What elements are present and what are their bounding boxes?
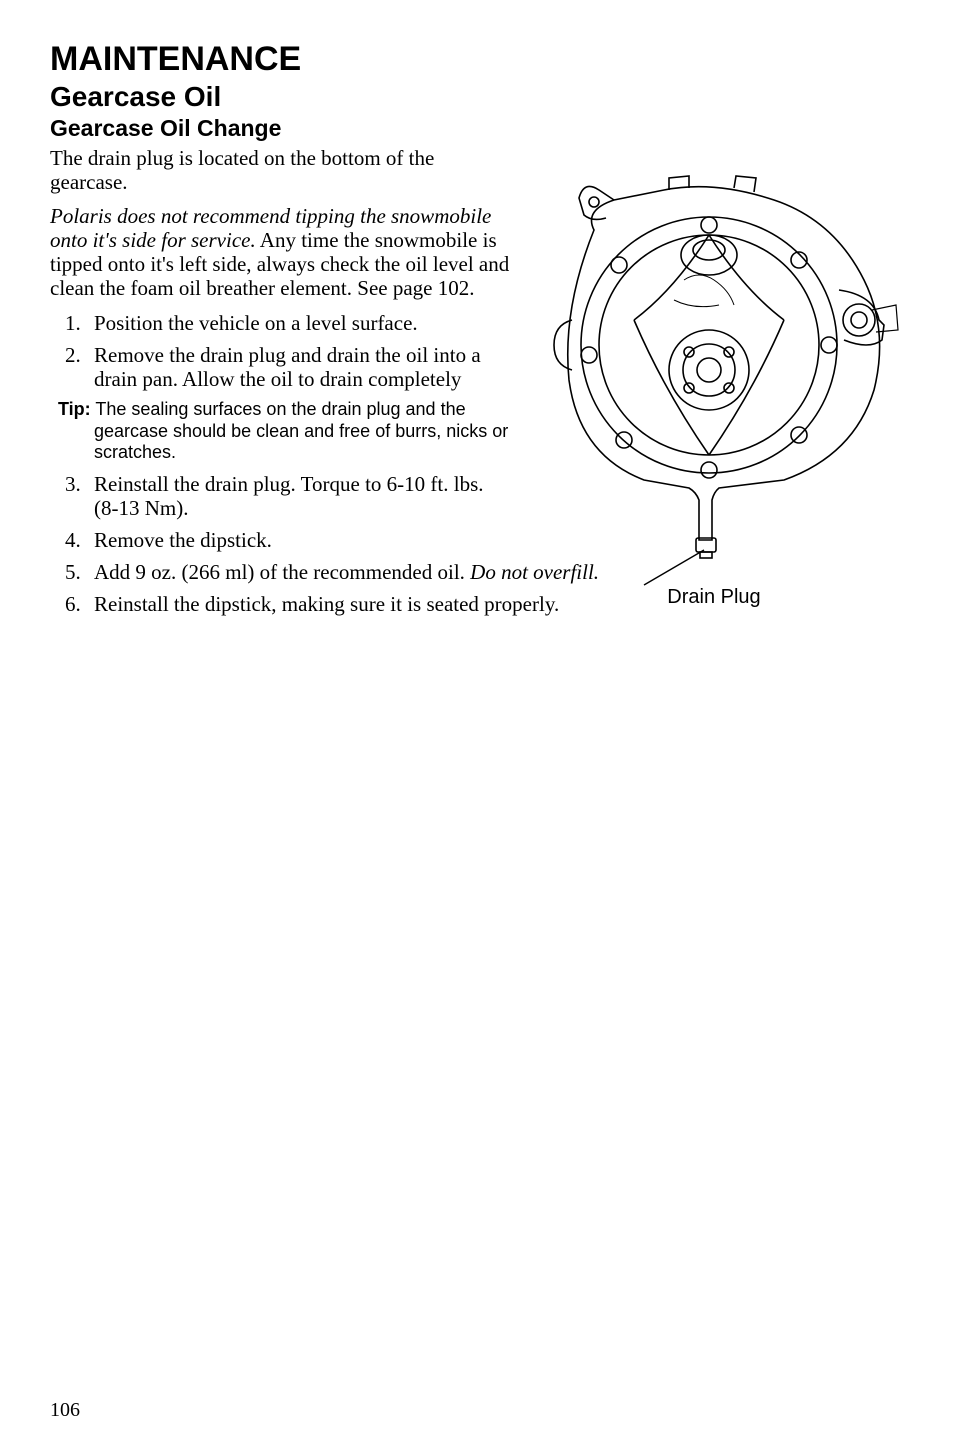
step-2: Remove the drain plug and drain the oil … bbox=[86, 343, 510, 391]
step-3: Reinstall the drain plug. Torque to 6-10… bbox=[86, 472, 510, 520]
subsection-title: Gearcase Oil bbox=[50, 81, 904, 113]
intro-paragraph-2: Polaris does not recommend tipping the s… bbox=[50, 204, 510, 301]
step-list-top: Position the vehicle on a level surface.… bbox=[50, 311, 510, 391]
tip-text: The sealing surfaces on the drain plug a… bbox=[91, 399, 509, 462]
step-list-mid: Reinstall the drain plug. Torque to 6-10… bbox=[50, 472, 510, 520]
tip-block: Tip: The sealing surfaces on the drain p… bbox=[50, 399, 539, 464]
section-title: MAINTENANCE bbox=[50, 40, 904, 79]
topic-title: Gearcase Oil Change bbox=[50, 115, 904, 141]
gearcase-figure: Drain Plug bbox=[524, 170, 904, 609]
step-1: Position the vehicle on a level surface. bbox=[86, 311, 510, 335]
step-5-text: Add 9 oz. (266 ml) of the recommended oi… bbox=[94, 560, 470, 584]
intro-paragraph-1: The drain plug is located on the bottom … bbox=[50, 146, 510, 194]
tip-label: Tip: bbox=[58, 399, 91, 419]
gearcase-svg bbox=[524, 170, 904, 590]
figure-label: Drain Plug bbox=[524, 586, 904, 609]
page-number: 106 bbox=[50, 1399, 80, 1422]
